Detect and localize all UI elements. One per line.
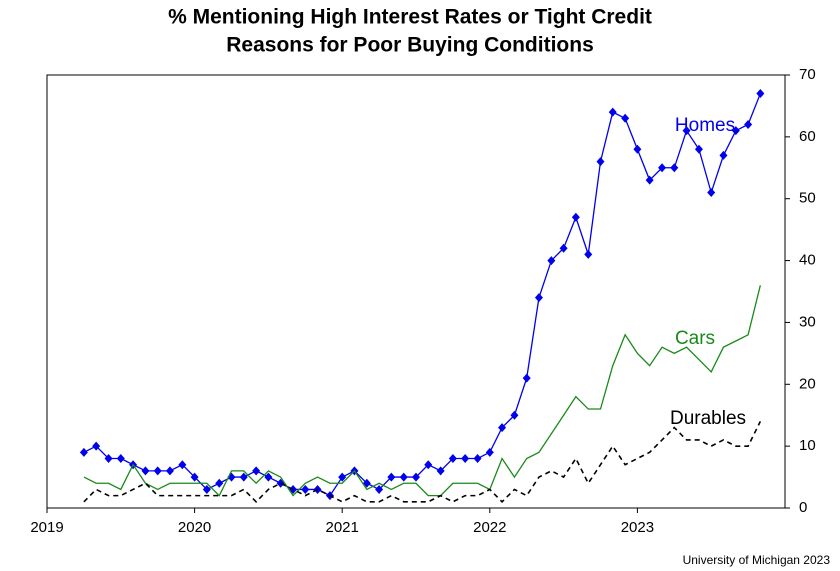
data-point: [608, 107, 617, 117]
data-point: [264, 472, 273, 482]
data-point: [682, 126, 691, 136]
data-point: [473, 454, 482, 464]
data-point: [621, 113, 630, 123]
data-point: [756, 89, 765, 99]
data-point: [670, 163, 679, 173]
data-point: [645, 175, 654, 185]
data-point: [153, 466, 162, 476]
chart-title: % Mentioning High Interest Rates or Tigh…: [168, 6, 652, 29]
data-point: [633, 144, 642, 154]
data-point: [190, 472, 199, 482]
y-tick-label: 40: [799, 252, 816, 269]
data-point: [104, 454, 113, 464]
data-point: [79, 447, 88, 457]
y-tick-label: 60: [799, 128, 816, 145]
data-point: [448, 454, 457, 464]
data-point: [92, 441, 101, 451]
data-point: [596, 157, 605, 167]
data-point: [744, 119, 753, 129]
data-point: [202, 484, 211, 494]
data-point: [485, 447, 494, 457]
x-tick-label: 2023: [621, 519, 654, 536]
x-tick-label: 2019: [30, 519, 63, 536]
data-point: [694, 144, 703, 154]
series-line: [83, 93, 761, 497]
data-point: [547, 256, 556, 266]
data-point: [584, 249, 593, 259]
data-point: [498, 423, 507, 433]
series-label: Durables: [670, 408, 746, 429]
data-point: [510, 410, 519, 420]
y-tick-label: 10: [799, 437, 816, 454]
series-line: [83, 285, 761, 497]
y-tick-label: 70: [799, 66, 816, 83]
data-point: [239, 472, 248, 482]
data-point: [719, 150, 728, 160]
data-point: [215, 478, 224, 488]
data-point: [338, 472, 347, 482]
data-point: [387, 472, 396, 482]
data-point: [707, 188, 716, 198]
data-point: [436, 466, 445, 476]
x-tick-label: 2022: [473, 519, 506, 536]
y-tick-label: 0: [799, 499, 807, 516]
chart-title: Reasons for Poor Buying Conditions: [226, 34, 594, 57]
source-note: University of Michigan 2023: [683, 553, 831, 567]
data-point: [534, 293, 543, 303]
y-tick-label: 30: [799, 313, 816, 330]
data-point: [522, 373, 531, 383]
x-tick-label: 2021: [326, 519, 359, 536]
plot-frame: [46, 74, 786, 509]
data-point: [731, 126, 740, 136]
data-point: [399, 472, 408, 482]
data-point: [658, 163, 667, 173]
series-line: [83, 421, 762, 503]
data-point: [571, 212, 580, 222]
x-tick-label: 2020: [178, 519, 211, 536]
y-tick-label: 50: [799, 190, 816, 207]
data-point: [252, 466, 261, 476]
data-point: [116, 454, 125, 464]
data-point: [301, 484, 310, 494]
data-point: [412, 472, 420, 482]
data-point: [165, 466, 174, 476]
data-point: [559, 243, 568, 253]
series-label: Homes: [675, 115, 735, 136]
data-point: [141, 466, 150, 476]
y-tick-label: 20: [799, 375, 816, 392]
data-point: [424, 460, 433, 470]
data-point: [461, 454, 470, 464]
data-point: [375, 484, 384, 494]
series-label: Cars: [675, 328, 715, 349]
data-point: [178, 460, 187, 470]
